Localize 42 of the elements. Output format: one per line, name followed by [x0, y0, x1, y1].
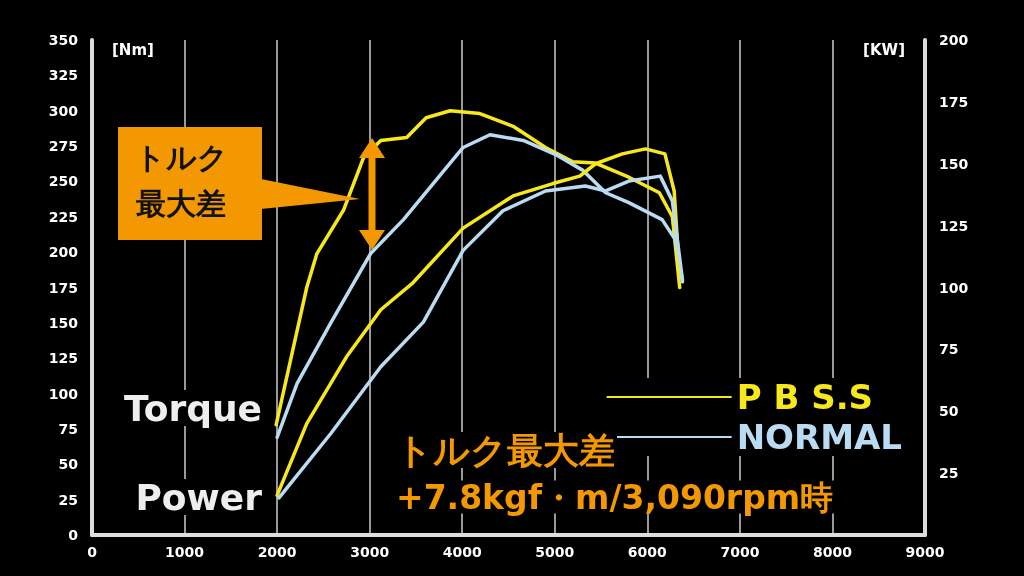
- x-tick-label: 3000: [350, 544, 390, 560]
- y-tick-label: 175: [48, 279, 78, 296]
- x-tick-label: 8000: [812, 544, 853, 560]
- x-tick-label: 2000: [257, 544, 297, 560]
- y2-tick-label: 150: [939, 155, 969, 172]
- y-tick-label: 250: [48, 173, 79, 190]
- y-tick-label: 25: [58, 491, 78, 508]
- y2-tick-label: 50: [939, 403, 959, 420]
- x-tick-label: 7000: [720, 544, 760, 560]
- y-tick-label: 150: [48, 314, 79, 331]
- y-tick-label: 0: [68, 527, 79, 543]
- x-tick-label: 4000: [442, 544, 482, 560]
- y2-axis-title: [KW]: [863, 40, 905, 59]
- x-tick-label: 1000: [165, 544, 205, 560]
- x-tick-label: 0: [87, 544, 98, 560]
- y-tick-label: 125: [48, 350, 78, 367]
- annotation: トルク最大差: [133, 139, 229, 223]
- y-tick-label: 200: [48, 244, 79, 261]
- annotation: Torque: [123, 387, 262, 429]
- y-tick-label: 225: [48, 208, 78, 225]
- y-tick-label: 100: [48, 385, 79, 402]
- y2-tick-label: 200: [939, 32, 969, 48]
- y-tick-label: 75: [58, 420, 78, 437]
- y2-tick-label: 175: [939, 93, 969, 110]
- legend-label: NORMAL: [736, 417, 903, 457]
- y-tick-label: 325: [48, 67, 78, 84]
- y-tick-label: 50: [58, 456, 79, 473]
- y-tick-label: 275: [48, 138, 78, 155]
- y2-tick-label: 75: [939, 341, 959, 358]
- y2-tick-label: 25: [939, 465, 959, 482]
- y2-tick-label: 125: [939, 217, 969, 234]
- x-tick-label: 5000: [535, 544, 575, 560]
- annotation: Power: [135, 476, 263, 518]
- x-tick-label: 6000: [627, 544, 668, 560]
- y-tick-label: 300: [48, 102, 79, 119]
- y-tick-label: 350: [48, 32, 79, 48]
- annotation: トルク最大差: [396, 429, 615, 471]
- legend-label: P B S.S: [736, 377, 874, 417]
- y2-tick-label: 100: [939, 279, 969, 296]
- x-tick-label: 9000: [905, 544, 945, 560]
- annotation: +7.8kgf・m/3,090rpm時: [396, 477, 834, 517]
- y-axis-title: [Nm]: [112, 40, 154, 59]
